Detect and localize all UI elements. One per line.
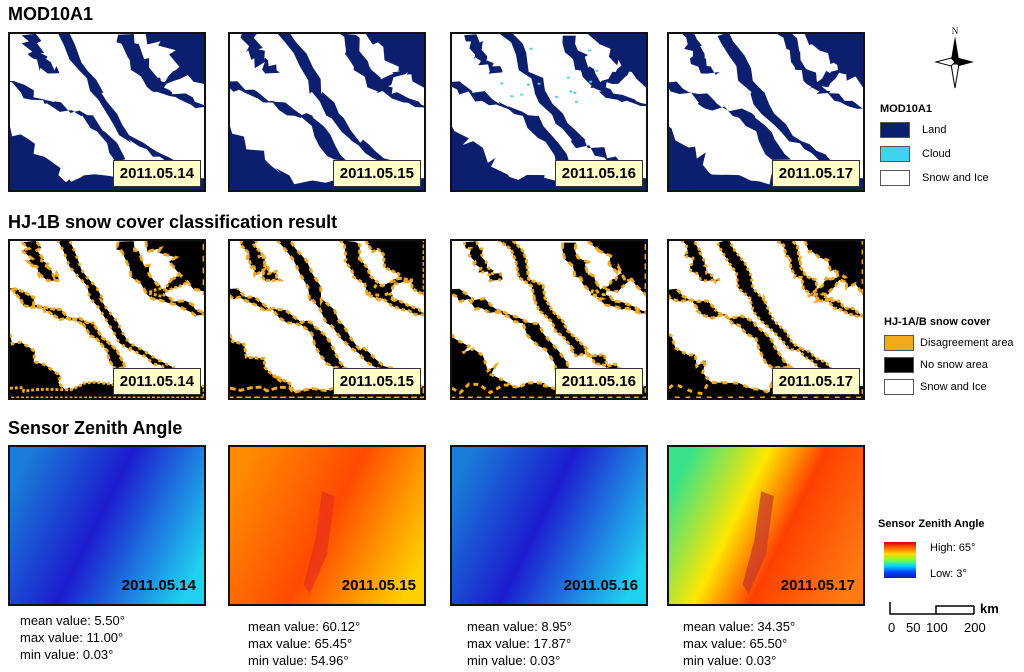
date-label: 2011.05.17: [771, 160, 860, 187]
sza-stats-3: mean value: 8.95° max value: 17.87° min …: [467, 618, 572, 669]
sza-stats-1: mean value: 5.50° max value: 11.00° min …: [20, 612, 125, 663]
scale-tick-50: 50: [906, 620, 921, 635]
sza-map-image: [10, 447, 204, 604]
date-label: 2011.05.14: [112, 368, 201, 395]
scale-tick-0: 0: [888, 620, 896, 635]
land-swatch: [880, 122, 910, 138]
date-label: 2011.05.16: [554, 160, 643, 187]
mod-map-image: [10, 34, 204, 190]
sza-map-image: [230, 447, 424, 604]
mod10a1-title: MOD10A1: [8, 4, 94, 24]
scale-bar: km 0 50 100 200: [888, 598, 1008, 638]
mean-value: mean value: 34.35°: [683, 619, 796, 634]
date-label: 2011.05.14: [121, 577, 196, 594]
cloud-swatch: [880, 146, 910, 162]
date-label: 2011.05.16: [563, 577, 638, 594]
date-label: 2011.05.15: [341, 577, 416, 594]
mean-value: mean value: 8.95°: [467, 619, 572, 634]
min-value: min value: 0.03°: [20, 647, 114, 662]
min-value: min value: 54.96°: [248, 653, 349, 668]
min-value: min value: 0.03°: [683, 653, 777, 668]
sensor-zenith-angle-title: Sensor Zenith Angle: [8, 418, 183, 438]
date-label: 2011.05.16: [554, 368, 643, 395]
scale-tick-100: 100: [926, 620, 948, 635]
date-label: 2011.05.15: [332, 160, 421, 187]
date-label: 2011.05.15: [332, 368, 421, 395]
cloud-legend-label: Cloud: [922, 148, 951, 160]
sza-map-panel-1: 2011.05.14: [8, 445, 206, 606]
land-legend-label: Land: [922, 124, 947, 136]
max-value: max value: 11.00°: [20, 630, 124, 645]
sza-stats-4: mean value: 34.35° max value: 65.50° min…: [683, 618, 795, 669]
hj-map-panel-1: 2011.05.14: [8, 239, 206, 400]
sza-map-panel-3: 2011.05.16: [450, 445, 648, 606]
max-value: max value: 65.50°: [683, 636, 788, 651]
max-value: max value: 65.45°: [248, 636, 353, 651]
sza-color-ramp: [884, 542, 916, 578]
no-snow-legend-label: No snow area: [920, 359, 988, 371]
sza-high-label: High: 65°: [930, 542, 976, 554]
mod-map-panel-2: 2011.05.15: [228, 32, 426, 192]
hj-map-image: [452, 241, 646, 398]
mod-legend-title: MOD10A1: [880, 103, 932, 115]
date-label: 2011.05.17: [780, 577, 855, 594]
hj-map-panel-4: 2011.05.17: [667, 239, 865, 400]
sza-stats-2: mean value: 60.12° max value: 65.45° min…: [248, 618, 360, 669]
hj-snow-ice-swatch: [884, 379, 914, 395]
disagreement-swatch: [884, 335, 914, 351]
mod-map-panel-4: 2011.05.17: [667, 32, 865, 192]
hj-map-panel-3: 2011.05.16: [450, 239, 648, 400]
sza-map-panel-4: 2011.05.17: [667, 445, 865, 606]
hj-snow-ice-legend-label: Snow and Ice: [920, 381, 987, 393]
max-value: max value: 17.87°: [467, 636, 572, 651]
mod-map-panel-3: 2011.05.16: [450, 32, 648, 192]
date-label: 2011.05.17: [771, 368, 860, 395]
scale-unit: km: [980, 601, 999, 616]
north-arrow-icon: N: [930, 24, 980, 90]
sza-legend-title: Sensor Zenith Angle: [878, 518, 985, 530]
min-value: min value: 0.03°: [467, 653, 561, 668]
mean-value: mean value: 5.50°: [20, 613, 125, 628]
sza-map-image: [452, 447, 646, 604]
scale-tick-200: 200: [964, 620, 986, 635]
snow-ice-legend-label: Snow and Ice: [922, 172, 989, 184]
date-label: 2011.05.14: [112, 160, 201, 187]
hj1b-title: HJ-1B snow cover classification result: [8, 212, 338, 232]
sza-low-label: Low: 3°: [930, 568, 967, 580]
hj-legend-title: HJ-1A/B snow cover: [884, 316, 991, 328]
disagreement-legend-label: Disagreement area: [920, 337, 1014, 349]
mod-map-image: [230, 34, 424, 190]
sza-map-image: [669, 447, 863, 604]
mean-value: mean value: 60.12°: [248, 619, 361, 634]
north-label: N: [952, 26, 959, 36]
hj-map-panel-2: 2011.05.15: [228, 239, 426, 400]
mod-map-panel-1: 2011.05.14: [8, 32, 206, 192]
sza-map-panel-2: 2011.05.15: [228, 445, 426, 606]
no-snow-swatch: [884, 357, 914, 373]
snow-ice-swatch: [880, 170, 910, 186]
